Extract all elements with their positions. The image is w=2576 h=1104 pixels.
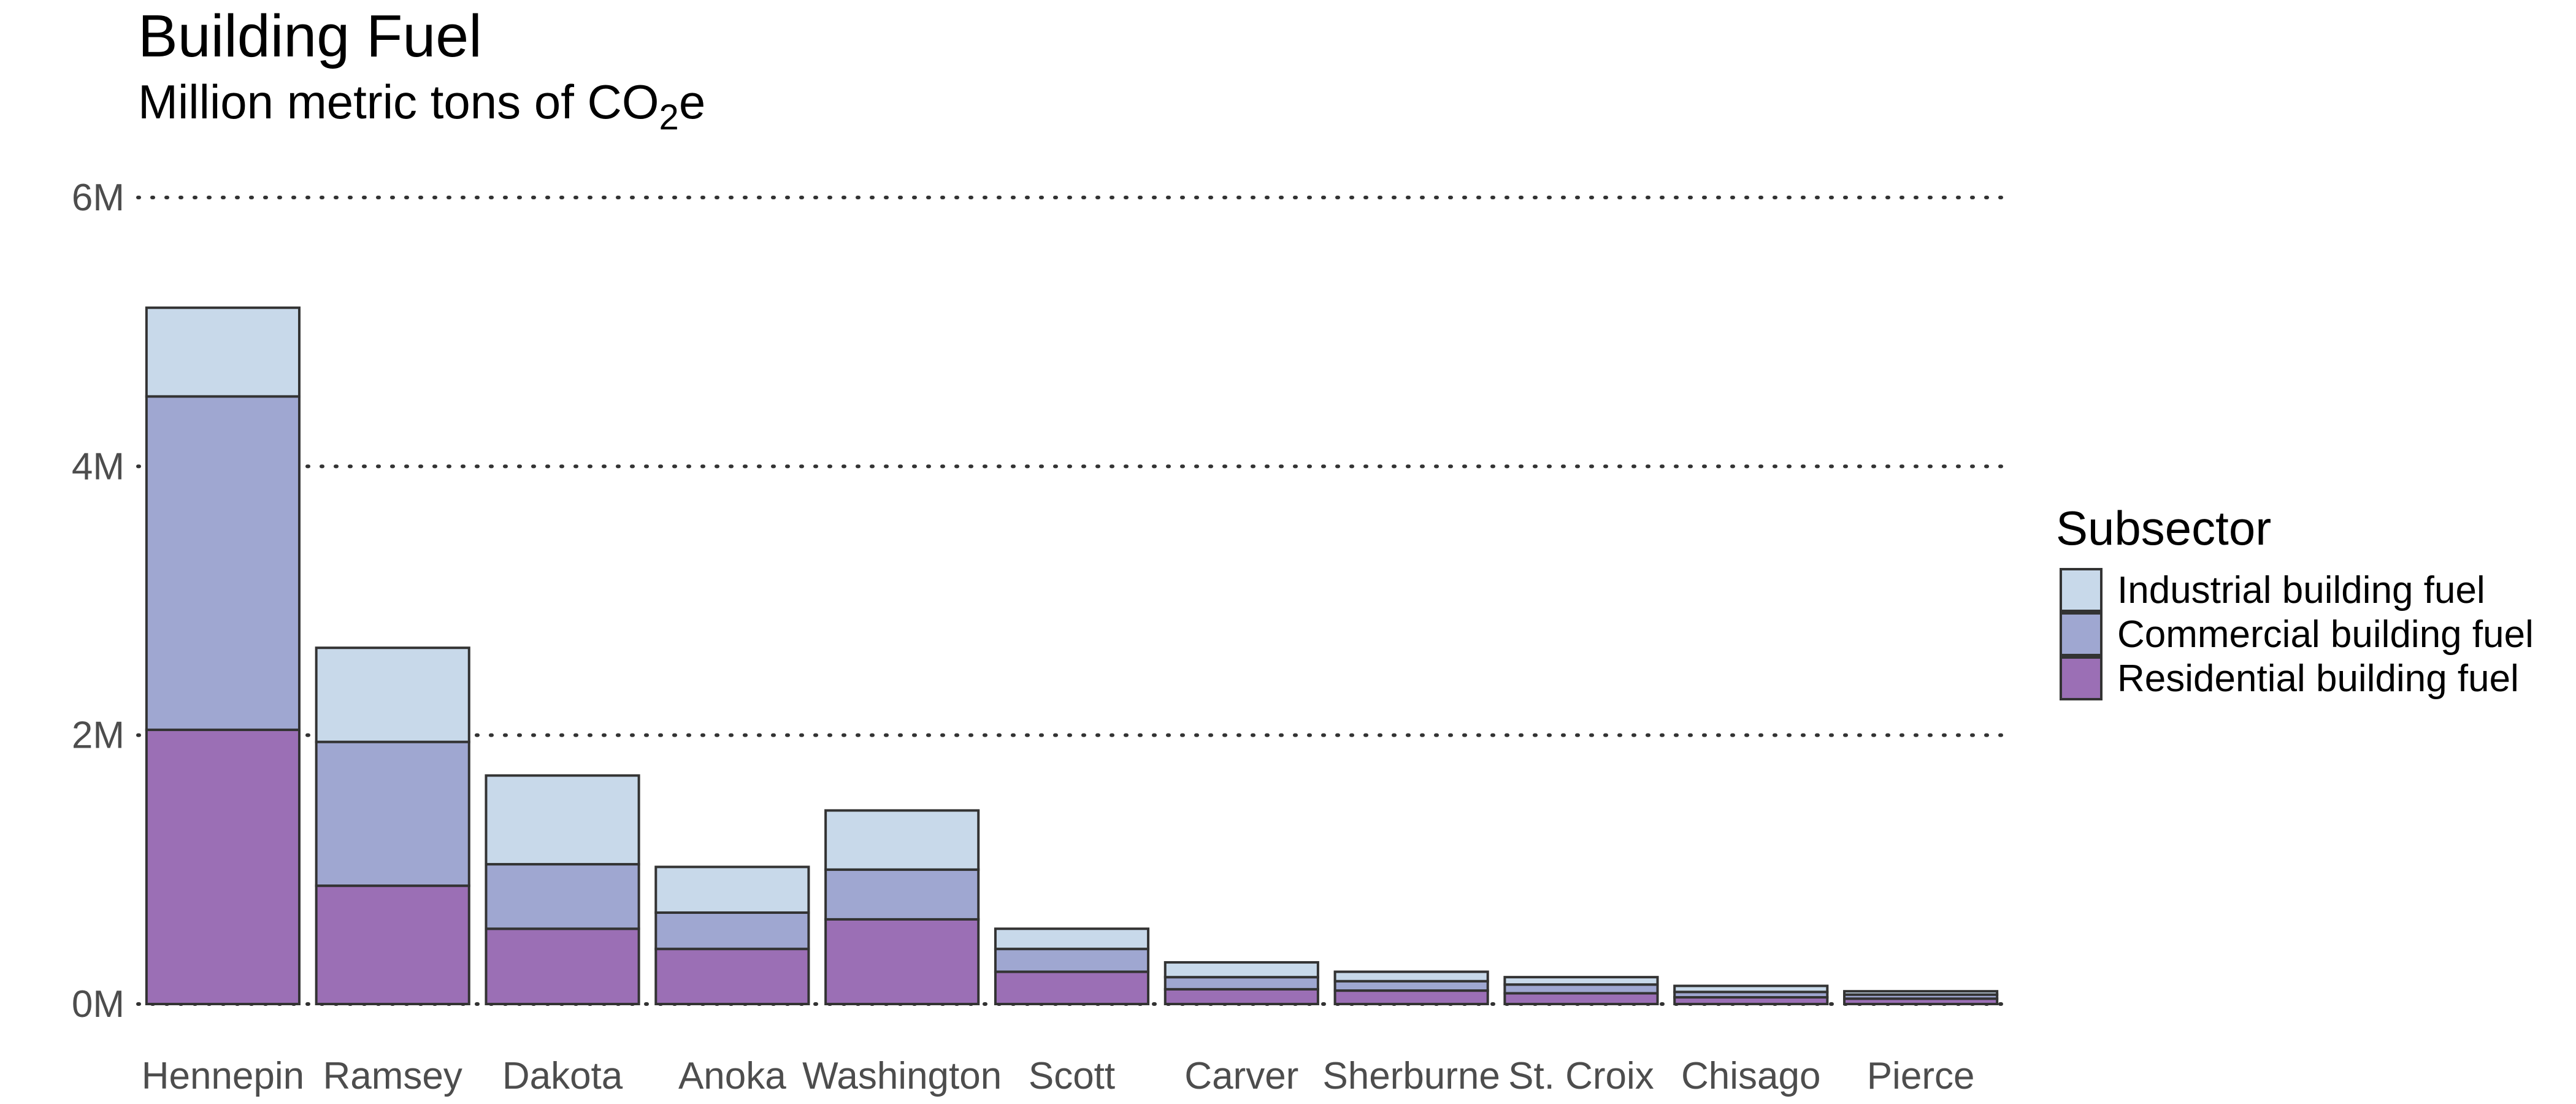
x-tick-label-hennepin: Hennepin [142,1055,304,1097]
subtitle-suffix: e [679,75,705,129]
x-tick-label-st-croix: St. Croix [1508,1055,1654,1097]
bar-hennepin-industrial-building-fuel [145,306,301,398]
chart-title: Building Fuel [138,2,482,69]
legend: Subsector Industrial building fuelCommer… [2056,501,2534,700]
bar-anoka-residential-building-fuel [654,948,810,1006]
legend-label-industrial-building-fuel: Industrial building fuel [2117,569,2485,611]
x-tick-label-dakota: Dakota [502,1055,623,1097]
bar-carver-industrial-building-fuel [1163,961,1319,979]
bar-hennepin-commercial-building-fuel [145,395,301,731]
bar-chisago-industrial-building-fuel [1673,984,1829,994]
y-tick-label-4m: 4M [72,445,125,488]
x-tick-label-anoka: Anoka [678,1055,786,1097]
subtitle-subscript: 2 [659,98,679,137]
x-tick-label-pierce: Pierce [1867,1055,1975,1097]
bar-st-croix-commercial-building-fuel [1503,983,1659,995]
x-tick-label-ramsey: Ramsey [323,1055,462,1097]
bar-carver-residential-building-fuel [1163,987,1319,1006]
bar-sherburne-industrial-building-fuel [1333,970,1489,983]
subtitle-prefix: Million metric tons of CO [138,75,659,129]
x-tick-label-sherburne: Sherburne [1322,1055,1500,1097]
bar-dakota-residential-building-fuel [485,927,640,1006]
bar-hennepin-residential-building-fuel [145,728,301,1006]
bar-ramsey-commercial-building-fuel [315,740,470,887]
bar-carver-commercial-building-fuel [1163,976,1319,991]
bar-dakota-industrial-building-fuel [485,774,640,866]
y-tick-label-6m: 6M [72,177,125,219]
legend-title: Subsector [2056,501,2271,555]
y-axis-tick-labels: 0M 2M 4M 6M [72,177,125,1025]
bar-anoka-commercial-building-fuel [654,911,810,951]
bar-sherburne-commercial-building-fuel [1333,979,1489,992]
bar-ramsey-industrial-building-fuel [315,646,470,743]
bar-ramsey-residential-building-fuel [315,884,470,1005]
legend-label-residential-building-fuel: Residential building fuel [2117,657,2519,700]
bar-washington-commercial-building-fuel [824,868,980,921]
bar-st-croix-industrial-building-fuel [1503,976,1659,986]
legend-key-residential-building-fuel [2060,656,2103,700]
y-tick-label-0m: 0M [72,983,125,1025]
bar-sherburne-residential-building-fuel [1333,989,1489,1006]
bar-anoka-industrial-building-fuel [654,865,810,914]
chart-subtitle: Million metric tons of CO2e [138,75,705,137]
bars [145,306,1999,1006]
bar-washington-residential-building-fuel [824,918,980,1006]
bar-pierce-industrial-building-fuel [1843,990,1999,996]
bar-scott-commercial-building-fuel [994,948,1150,973]
x-tick-label-carver: Carver [1184,1055,1298,1097]
bar-dakota-commercial-building-fuel [485,863,640,930]
x-tick-label-scott: Scott [1029,1055,1115,1097]
legend-label-commercial-building-fuel: Commercial building fuel [2117,613,2534,656]
x-tick-label-chisago: Chisago [1681,1055,1820,1097]
legend-key-commercial-building-fuel [2060,612,2103,656]
legend-key-industrial-building-fuel [2060,568,2103,612]
x-axis-tick-labels: Hennepin Ramsey Dakota Anoka Washington Scott… [142,1055,1975,1097]
bar-st-croix-residential-building-fuel [1503,992,1659,1006]
bar-washington-industrial-building-fuel [824,809,980,871]
y-tick-label-2m: 2M [72,715,125,757]
bar-scott-residential-building-fuel [994,970,1150,1006]
bar-scott-industrial-building-fuel [994,927,1150,951]
x-tick-label-washington: Washington [802,1055,1002,1097]
